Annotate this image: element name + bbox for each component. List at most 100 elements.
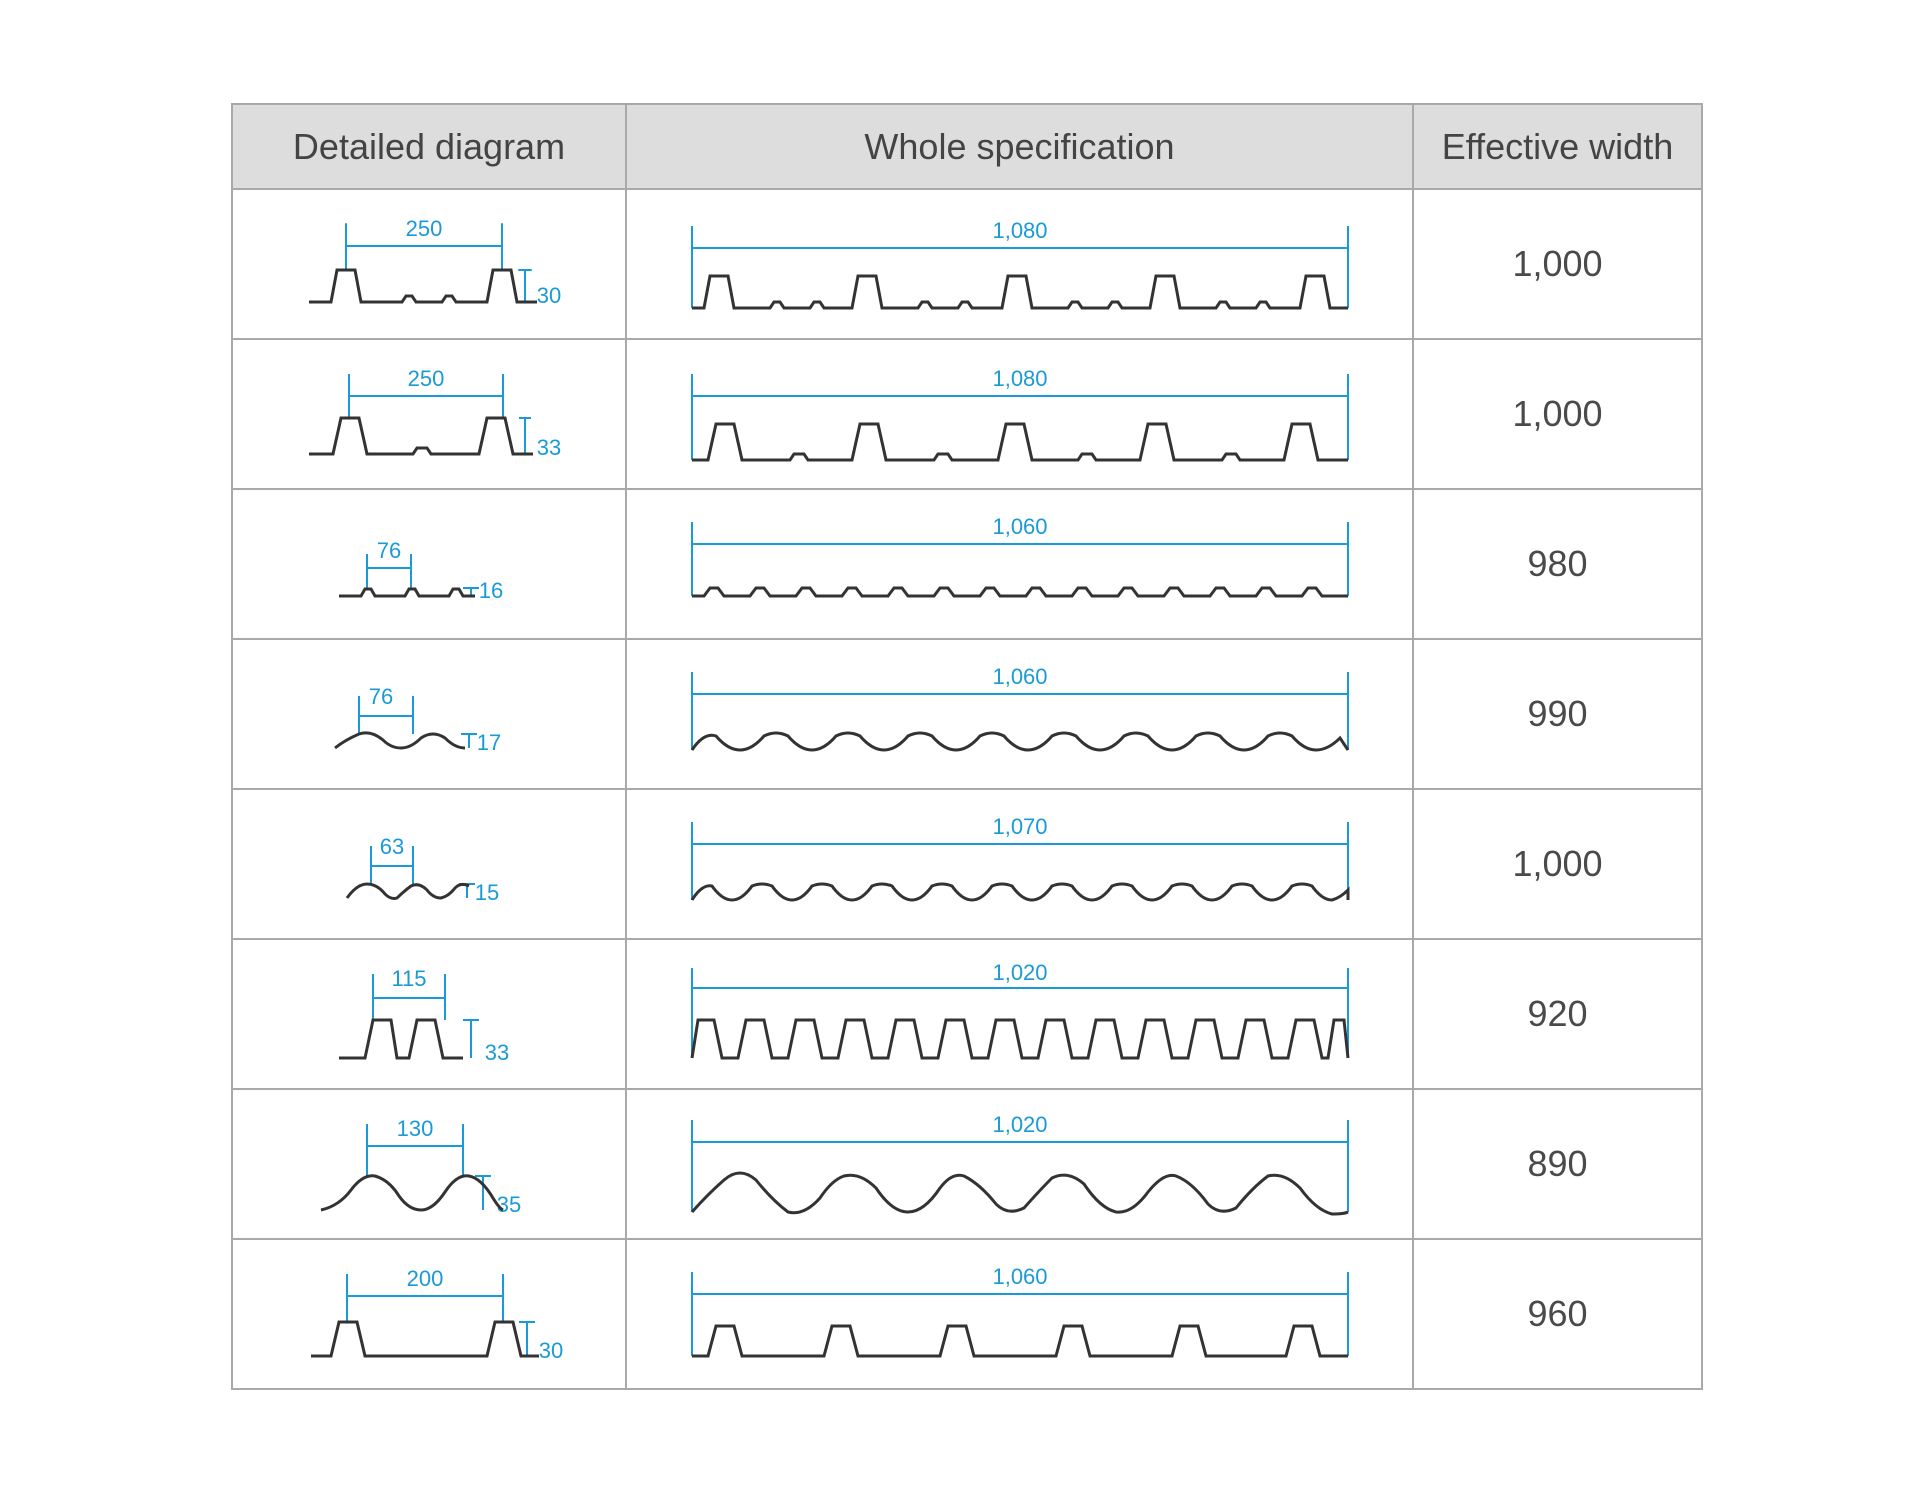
profile-line [309, 268, 537, 304]
detailed-profile-diagram: 76 17 [334, 684, 501, 755]
whole-profile-line [691, 274, 1348, 310]
profile-line [345, 882, 470, 900]
height-label: 33 [485, 1040, 509, 1065]
dimension-lines [372, 974, 479, 1058]
profile-line [334, 731, 466, 750]
header-effective-width: Effective width [1412, 103, 1703, 190]
detailed-profile-diagram: 250 30 [309, 216, 561, 308]
whole-profile-line [690, 1018, 1349, 1060]
detailed-profile-diagram: 76 16 [339, 538, 503, 603]
total-width-label: 1,060 [992, 1264, 1047, 1289]
effective-width-value: 920 [1412, 938, 1703, 1090]
effective-width-value: 990 [1412, 638, 1703, 790]
whole-profile-diagram: 1,060 [690, 514, 1349, 598]
pitch-label: 130 [397, 1116, 434, 1141]
dimension-lines [345, 223, 532, 303]
detailed-profile-diagram: 200 30 [311, 1266, 563, 1363]
detailed-diagram-cell: 115 33 [231, 938, 627, 1090]
detailed-diagram-cell: 250 30 [231, 188, 627, 340]
pitch-label: 63 [380, 834, 404, 859]
total-dimension-lines [690, 672, 1349, 750]
detailed-diagram-cell: 200 30 [231, 1238, 627, 1390]
detailed-diagram-cell: 250 33 [231, 338, 627, 490]
total-dimension-lines [690, 1272, 1349, 1356]
total-dimension-lines [690, 374, 1349, 460]
whole-profile-diagram: 1,080 [690, 218, 1349, 310]
total-width-label: 1,020 [992, 960, 1047, 985]
dimension-lines [358, 696, 477, 748]
whole-specification-cell: 1,020 [625, 938, 1414, 1090]
pitch-label: 250 [408, 366, 445, 391]
table-row: 115 33 1,020 920 [231, 938, 1703, 1090]
whole-specification-cell: 1,060 [625, 638, 1414, 790]
table-row: 63 15 1,070 1,000 [231, 788, 1703, 940]
profile-line [309, 416, 533, 456]
total-dimension-lines [690, 968, 1349, 1058]
whole-profile-line [690, 882, 1349, 902]
profile-line [320, 1174, 504, 1212]
header-row: Detailed diagram Whole specification Eff… [231, 103, 1703, 190]
total-dimension-lines [690, 1120, 1349, 1212]
height-label: 30 [537, 283, 561, 308]
dimension-lines [366, 1124, 491, 1210]
profile-line [311, 1320, 539, 1358]
total-width-label: 1,070 [992, 814, 1047, 839]
detailed-diagram-cell: 76 16 [231, 488, 627, 640]
whole-profile-diagram: 1,080 [690, 366, 1349, 462]
total-width-label: 1,080 [992, 218, 1047, 243]
detailed-profile-diagram: 63 15 [345, 834, 499, 905]
table-row: 130 35 1,020 890 [231, 1088, 1703, 1240]
profile-line [339, 1018, 463, 1060]
total-dimension-lines [690, 522, 1349, 596]
table-row: 76 17 1,060 990 [231, 638, 1703, 790]
table-row: 76 16 1,060 980 [231, 488, 1703, 640]
detailed-diagram-cell: 130 35 [231, 1088, 627, 1240]
whole-specification-cell: 1,080 [625, 338, 1414, 490]
dimension-lines [348, 374, 531, 454]
detailed-profile-diagram: 115 33 [339, 966, 509, 1065]
detailed-diagram-cell: 63 15 [231, 788, 627, 940]
whole-specification-cell: 1,080 [625, 188, 1414, 340]
whole-profile-diagram: 1,060 [690, 664, 1349, 752]
whole-profile-diagram: 1,020 [690, 1112, 1349, 1216]
height-label: 15 [475, 880, 499, 905]
height-label: 35 [497, 1192, 521, 1217]
effective-width-value: 890 [1412, 1088, 1703, 1240]
whole-profile-line [690, 731, 1349, 752]
effective-width-value: 980 [1412, 488, 1703, 640]
whole-specification-cell: 1,060 [625, 1238, 1414, 1390]
whole-profile-line [691, 586, 1348, 598]
height-label: 16 [479, 578, 503, 603]
total-width-label: 1,060 [992, 514, 1047, 539]
dimension-lines [366, 554, 479, 596]
whole-profile-line [691, 1324, 1348, 1358]
pitch-label: 250 [406, 216, 443, 241]
detailed-diagram-cell: 76 17 [231, 638, 627, 790]
whole-profile-diagram: 1,060 [690, 1264, 1349, 1358]
whole-profile-diagram: 1,020 [690, 960, 1349, 1060]
total-width-label: 1,020 [992, 1112, 1047, 1137]
whole-profile-line [690, 1171, 1349, 1216]
effective-width-value: 1,000 [1412, 788, 1703, 940]
detailed-profile-diagram: 250 33 [309, 366, 561, 460]
effective-width-value: 1,000 [1412, 338, 1703, 490]
height-label: 17 [477, 730, 501, 755]
profile-line [339, 587, 475, 598]
whole-profile-line [691, 422, 1348, 462]
whole-specification-cell: 1,070 [625, 788, 1414, 940]
table-row: 200 30 1,060 960 [231, 1238, 1703, 1390]
total-dimension-lines [690, 822, 1349, 900]
specification-table: Detailed diagram Whole specification Eff… [231, 103, 1703, 1390]
total-dimension-lines [690, 226, 1349, 308]
header-detailed-diagram: Detailed diagram [231, 103, 627, 190]
pitch-label: 115 [391, 966, 426, 991]
height-label: 33 [537, 435, 561, 460]
dimension-lines [346, 1274, 535, 1356]
total-width-label: 1,060 [992, 664, 1047, 689]
pitch-label: 76 [369, 684, 393, 709]
effective-width-value: 960 [1412, 1238, 1703, 1390]
detailed-profile-diagram: 130 35 [320, 1116, 521, 1217]
whole-profile-diagram: 1,070 [690, 814, 1349, 902]
height-label: 30 [539, 1338, 563, 1363]
whole-specification-cell: 1,060 [625, 488, 1414, 640]
